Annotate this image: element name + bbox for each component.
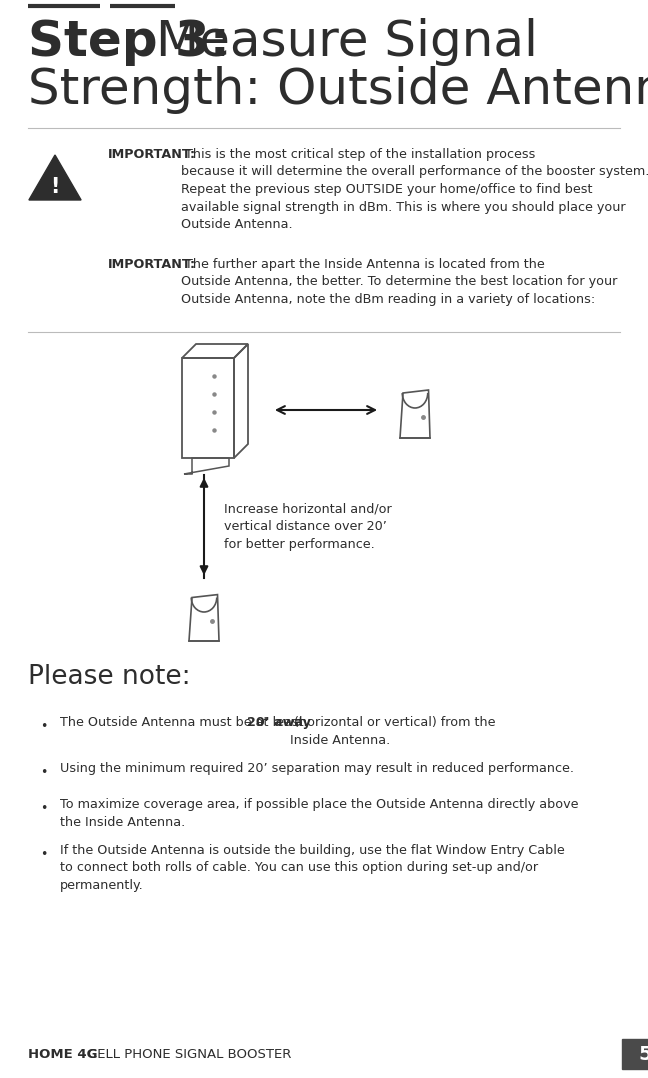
Text: If the Outside Antenna is outside the building, use the flat Window Entry Cable
: If the Outside Antenna is outside the bu… bbox=[60, 844, 565, 892]
Text: !: ! bbox=[51, 177, 60, 197]
Text: Step 3:: Step 3: bbox=[28, 18, 230, 66]
Text: Measure Signal: Measure Signal bbox=[156, 18, 538, 66]
Text: HOME 4G: HOME 4G bbox=[28, 1049, 97, 1062]
Text: (horizontal or vertical) from the
Inside Antenna.: (horizontal or vertical) from the Inside… bbox=[290, 716, 496, 746]
Text: Increase horizontal and/or
vertical distance over 20’
for better performance.: Increase horizontal and/or vertical dist… bbox=[224, 503, 392, 551]
Text: Please note:: Please note: bbox=[28, 664, 191, 690]
Text: Strength: Outside Antenna: Strength: Outside Antenna bbox=[28, 66, 648, 114]
Text: This is the most critical step of the installation process
because it will deter: This is the most critical step of the in… bbox=[181, 148, 648, 231]
Polygon shape bbox=[29, 155, 81, 201]
Text: The further apart the Inside Antenna is located from the
Outside Antenna, the be: The further apart the Inside Antenna is … bbox=[181, 258, 618, 306]
Text: CELL PHONE SIGNAL BOOSTER: CELL PHONE SIGNAL BOOSTER bbox=[88, 1049, 292, 1062]
Text: Using the minimum required 20’ separation may result in reduced performance.: Using the minimum required 20’ separatio… bbox=[60, 762, 574, 775]
Text: •: • bbox=[40, 802, 47, 815]
Text: IMPORTANT:: IMPORTANT: bbox=[108, 258, 196, 271]
Text: IMPORTANT:: IMPORTANT: bbox=[108, 148, 196, 161]
Text: 5: 5 bbox=[638, 1045, 648, 1064]
Text: •: • bbox=[40, 848, 47, 861]
Text: The Outside Antenna must be at least: The Outside Antenna must be at least bbox=[60, 716, 308, 729]
Text: •: • bbox=[40, 720, 47, 733]
Bar bbox=[622, 1039, 648, 1069]
Text: To maximize coverage area, if possible place the Outside Antenna directly above
: To maximize coverage area, if possible p… bbox=[60, 798, 579, 829]
Text: •: • bbox=[40, 766, 47, 779]
Text: 20’ away: 20’ away bbox=[247, 716, 311, 729]
